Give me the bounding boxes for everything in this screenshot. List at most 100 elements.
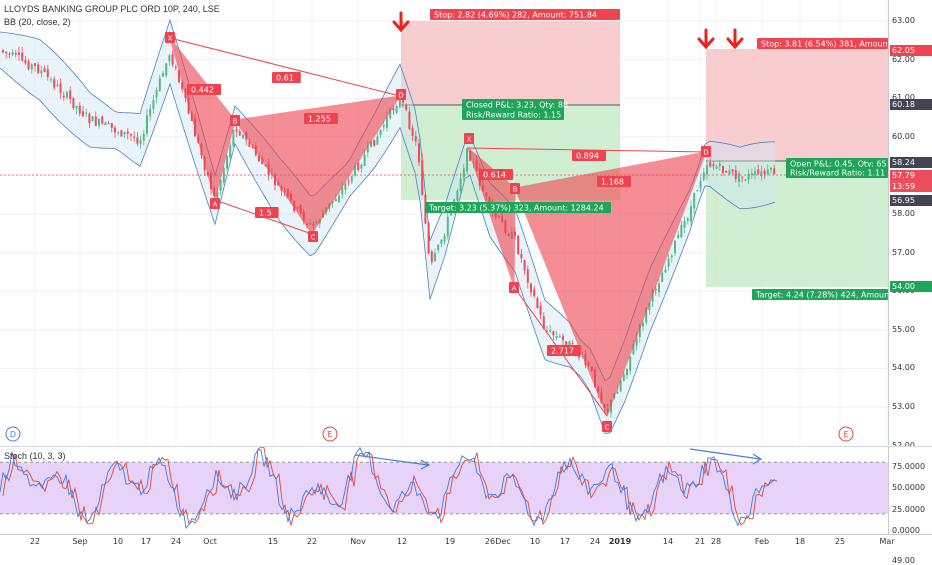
candle-body (14, 53, 17, 55)
price-axis[interactable]: 63.0062.0061.0060.0059.0058.0057.0056.00… (888, 0, 932, 565)
stop-price-tag: 62.05 (890, 45, 932, 56)
time-label: 22 (29, 537, 41, 546)
candle-body (27, 61, 30, 70)
short-rr-label-text: Risk/Reward Ratio: 1.15 (466, 111, 561, 120)
pattern2-x-label-bg (464, 133, 474, 144)
candle-body (536, 298, 539, 308)
candle-body (747, 174, 750, 180)
candle-body (677, 234, 680, 239)
candle-body (354, 165, 356, 176)
stoch-tick-label: 25.0000 (892, 504, 926, 514)
candle-body (360, 164, 363, 169)
bollinger-legend[interactable]: BB (20, close, 2) (4, 17, 71, 27)
earnings-marker-circle (322, 426, 338, 442)
candle-body (728, 170, 731, 175)
candle-body (440, 239, 443, 244)
candle-body (722, 166, 724, 174)
candle-body (59, 83, 62, 94)
pattern1-d-label-bg (396, 89, 406, 100)
time-label: 24 (589, 537, 601, 546)
candle-body (757, 169, 760, 174)
candle-body (539, 305, 542, 315)
candle-body (53, 78, 56, 88)
candle-body (690, 206, 692, 222)
short-closed-label-bg (462, 99, 564, 110)
candle-body (661, 272, 664, 283)
candle-body (344, 183, 347, 190)
ratio-label-bg (272, 72, 301, 83)
candle-body (62, 95, 65, 98)
short-stop-zone (401, 21, 620, 105)
time-label: Feb (754, 537, 770, 546)
candle-body (120, 130, 123, 137)
time-axis[interactable]: 22 Sep 10 17 24 Oct 15 22 Nov 12 19 26 Dec 10 17 24 2019… (0, 534, 932, 551)
price-tick-label: 53.00 (892, 402, 915, 411)
candle-body (50, 79, 52, 81)
ratio-label: 0.442 (187, 84, 221, 95)
stoch-tick-label: 75.0000 (892, 461, 926, 471)
long-target-zone (706, 161, 888, 287)
price-chart-pane[interactable]: X A B C D X A B C D 0.61 0.442 1.255 1.5 0.894 0.614 1.1… (0, 0, 888, 445)
bar-countdown-tag: 13:59 (890, 181, 932, 192)
candle-body (686, 218, 689, 222)
ratio-label-text: 1.5 (259, 209, 272, 218)
sell-arrow (726, 28, 744, 50)
candle-body (162, 72, 164, 77)
ratio-label-bg (572, 150, 606, 161)
pattern1-b-label: B (233, 118, 238, 126)
ratio-label-bg (479, 169, 513, 180)
candle-body (565, 341, 568, 348)
time-label: 12 (396, 537, 408, 546)
stochastic-axis[interactable]: 75.0000 50.0000 25.0000 0.0000 (888, 446, 932, 535)
candle-body (680, 224, 683, 238)
candle-body (379, 129, 382, 135)
time-label: Oct (203, 537, 217, 546)
candle-body (632, 344, 635, 355)
candle-body (34, 63, 36, 67)
candle-body (446, 216, 449, 237)
candle-body (427, 222, 430, 254)
ratio-label: 0.614 (479, 169, 513, 180)
candle-body (696, 190, 699, 192)
stochastic-canvas[interactable] (0, 447, 888, 535)
ratio-label: 0.61 (272, 72, 301, 83)
time-label: 19 (444, 537, 456, 546)
time-label: Dec (495, 537, 511, 546)
ratio-label-text: 0.894 (576, 152, 599, 161)
candle-body (78, 105, 81, 114)
candle-body (165, 63, 168, 76)
entry2-price-tag: 56.95 (890, 195, 932, 206)
long-target-label-bg (752, 289, 888, 300)
time-label: 17 (559, 537, 571, 546)
long-stop-label-bg (757, 38, 888, 49)
candle-body (334, 198, 337, 202)
candle-body (357, 162, 360, 170)
sell-arrow (392, 11, 410, 33)
stochastic-pane[interactable]: Stoch (10, 3, 3) (0, 446, 888, 535)
chart-title-legend[interactable]: LLOYDS BANKING GROUP PLC ORD 10P, 240, L… (4, 4, 220, 14)
candle-body (712, 164, 715, 167)
candle-body (98, 119, 100, 126)
stochastic-legend[interactable]: Stoch (10, 3, 3) (4, 451, 66, 461)
candle-body (69, 90, 72, 100)
long-open-label-bg (786, 158, 888, 169)
candle-body (142, 133, 145, 141)
candle-body (635, 337, 638, 346)
candle-body (386, 116, 388, 128)
price-chart-canvas[interactable]: X A B C D X A B C D 0.61 0.442 1.255 1.5 0.894 0.614 1.1… (0, 0, 888, 445)
time-label: 24 (170, 537, 182, 546)
target-price-tag: 54.00 (890, 281, 932, 292)
stoch-tick-label: 50.0000 (892, 483, 926, 492)
time-label: 14 (662, 537, 674, 546)
candle-body (229, 145, 232, 158)
candle-body (706, 164, 708, 175)
candle-body (130, 134, 132, 136)
candle-body (85, 112, 88, 114)
time-label: Sep (72, 537, 88, 546)
ratio-label-bg (597, 176, 631, 187)
long-open-label-text: Open P&L: 0.45, Qty: 65 (790, 160, 887, 169)
short-target-label-bg (425, 202, 611, 213)
candle-body (219, 179, 222, 191)
sell-arrow (697, 28, 715, 50)
candle-body (443, 235, 446, 242)
